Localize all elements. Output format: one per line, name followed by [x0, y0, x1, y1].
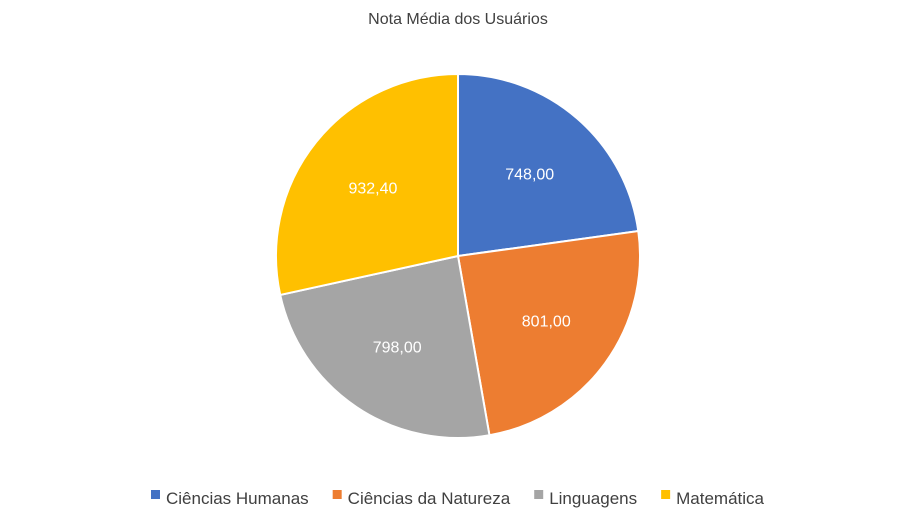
data-label-1: 748,00 — [505, 167, 554, 184]
data-label-4: 932,40 — [348, 181, 397, 198]
pie-slice-3 — [279, 254, 491, 439]
legend-swatch-2 — [332, 490, 342, 499]
legend-item-2: Ciências da Natureza — [332, 489, 511, 508]
legend: Ciências Humanas Ciências da Natureza Ling… — [150, 489, 765, 508]
legend-swatch-1 — [150, 490, 160, 499]
legend-swatch-4 — [661, 490, 671, 499]
pie-slice-1 — [457, 72, 640, 258]
legend-item-1: Ciências Humanas — [150, 489, 309, 508]
pie-slices — [275, 72, 641, 439]
legend-item-3: Linguagens — [534, 489, 637, 508]
legend-label-4: Matemática — [676, 489, 764, 508]
legend-label-1: Ciências Humanas — [166, 489, 309, 508]
chart-title: Nota Média dos Usuários — [368, 11, 548, 28]
legend-item-4: Matemática — [661, 489, 765, 508]
legend-label-2: Ciências da Natureza — [348, 489, 511, 508]
data-label-2: 801,00 — [522, 313, 571, 330]
pie-slice-2 — [456, 229, 641, 437]
legend-label-3: Linguagens — [549, 489, 637, 508]
data-label-3: 798,00 — [373, 340, 422, 357]
legend-swatch-3 — [534, 490, 544, 499]
pie-data-labels: 748,00 801,00 798,00 932,40 — [348, 167, 570, 357]
pie-slice-4 — [275, 72, 459, 297]
